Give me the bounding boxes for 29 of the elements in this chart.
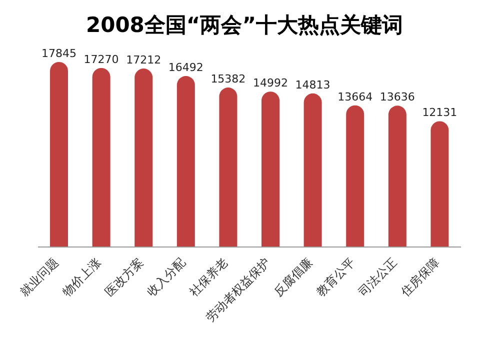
data-label: 16492: [168, 61, 204, 74]
bar: [219, 88, 238, 247]
data-label: 12131: [422, 106, 458, 120]
data-label: 17845: [42, 47, 76, 60]
data-label: 17270: [84, 52, 119, 66]
x-tick-label: 就业问题: [17, 255, 62, 300]
bar: [304, 93, 322, 247]
bar: [262, 92, 280, 247]
bar: [50, 62, 68, 247]
x-tick-label: 司法公正: [356, 255, 400, 300]
bar: [430, 121, 449, 247]
bar: [388, 106, 406, 247]
x-tick-label: 教育公平: [314, 255, 358, 300]
data-label: 13664: [338, 90, 373, 104]
x-tick-label: 医改方案: [102, 255, 146, 300]
x-tick-label: 物价上涨: [60, 255, 104, 300]
bar: [134, 68, 153, 247]
data-label: 15382: [210, 72, 246, 86]
data-label: 13636: [380, 90, 415, 104]
x-tick-label: 住房保障: [397, 255, 442, 300]
data-label: 14813: [295, 78, 330, 92]
data-label: 17212: [126, 54, 162, 67]
x-tick-label: 反腐倡廉: [271, 255, 316, 300]
chart-title: 2008全国“两会”十大热点关键词: [84, 12, 404, 39]
data-label: 14992: [253, 76, 288, 90]
x-tick-label: 收入分配: [144, 255, 188, 300]
bar: [176, 76, 195, 247]
bar: [346, 105, 364, 247]
bar: [92, 68, 110, 247]
